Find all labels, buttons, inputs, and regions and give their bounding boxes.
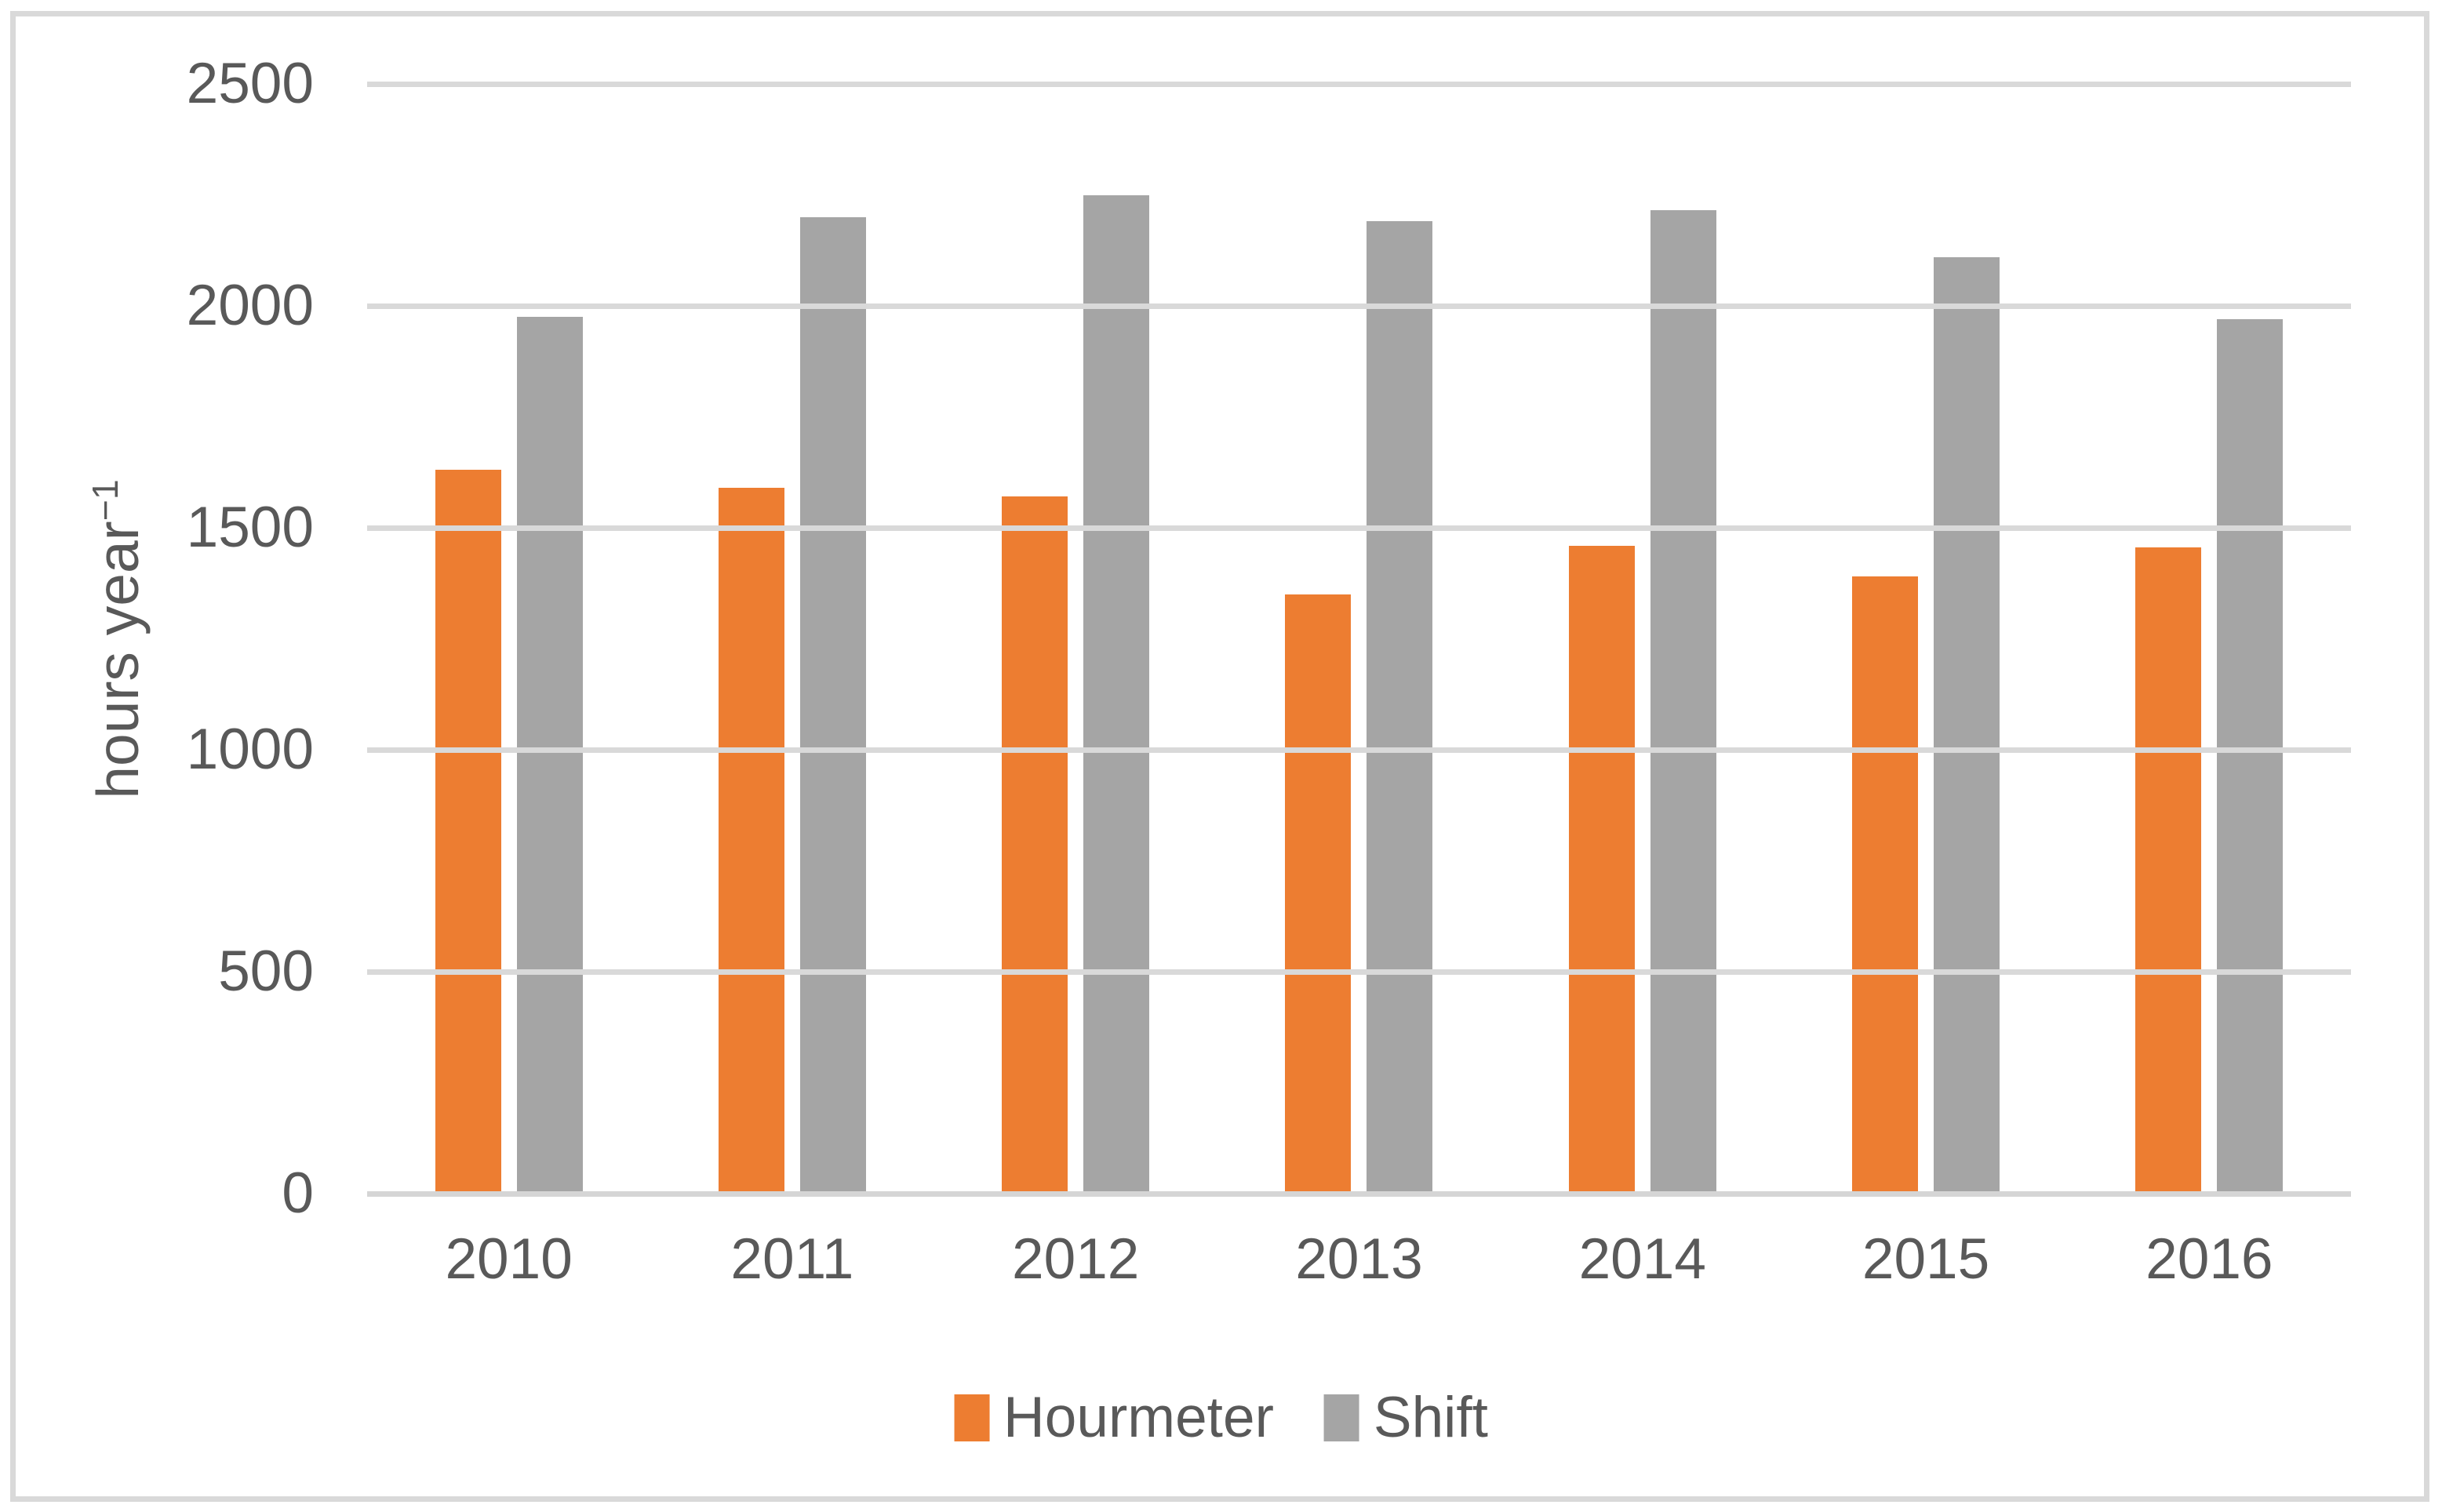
bar-group-2012 <box>934 84 1217 1194</box>
bar-shift-2016 <box>2217 318 2284 1194</box>
y-tick-label-500: 500 <box>218 940 314 1003</box>
gridline-2000 <box>367 303 2351 309</box>
x-tick-label-2015: 2015 <box>1862 1227 1990 1291</box>
bar-hourmeter-2013 <box>1285 594 1352 1194</box>
bar-hourmeter-2015 <box>1852 576 1919 1194</box>
y-tick-label-2500: 2500 <box>186 52 314 115</box>
bar-groups <box>367 84 2351 1194</box>
bar-hourmeter-2010 <box>435 470 501 1194</box>
y-tick-label-2000: 2000 <box>186 274 314 337</box>
legend-swatch-hourmeter <box>954 1394 990 1441</box>
bar-hourmeter-2012 <box>1002 496 1068 1194</box>
legend-label-hourmeter: Hourmeter <box>1003 1386 1274 1449</box>
bar-shift-2010 <box>516 317 583 1194</box>
y-tick-label-0: 0 <box>282 1161 314 1225</box>
bar-shift-2015 <box>1934 256 2000 1194</box>
x-tick-label-2014: 2014 <box>1578 1227 1706 1291</box>
legend: Hourmeter Shift <box>954 1387 1488 1449</box>
legend-label-shift: Shift <box>1373 1386 1488 1449</box>
gridline-1000 <box>367 747 2351 753</box>
x-tick-label-2016: 2016 <box>2145 1227 2273 1291</box>
x-axis-tick-labels: 2010 2011 2012 2013 2014 2015 2016 <box>367 1220 2351 1299</box>
gridline-2500 <box>367 81 2351 87</box>
x-axis-line <box>367 1190 2351 1197</box>
bar-hourmeter-2011 <box>718 488 784 1194</box>
y-tick-label-1000: 1000 <box>186 718 314 781</box>
bar-group-2011 <box>650 84 933 1194</box>
y-tick-label-1500: 1500 <box>186 496 314 559</box>
bar-group-2015 <box>1784 84 2067 1194</box>
bar-hourmeter-2014 <box>1568 545 1635 1194</box>
legend-swatch-shift <box>1323 1394 1359 1441</box>
x-tick-label-2013: 2013 <box>1295 1227 1423 1291</box>
bar-group-2013 <box>1217 84 1501 1194</box>
bar-group-2010 <box>367 84 650 1194</box>
gridline-500 <box>367 969 2351 975</box>
plot-area <box>367 81 2351 1197</box>
legend-item-hourmeter: Hourmeter <box>954 1387 1274 1449</box>
gridline-1500 <box>367 525 2351 531</box>
bar-shift-2011 <box>799 216 866 1194</box>
y-axis-tick-labels: 0 500 1000 1500 2000 2500 <box>0 53 314 1225</box>
x-tick-label-2011: 2011 <box>730 1227 854 1291</box>
x-tick-label-2012: 2012 <box>1012 1227 1140 1291</box>
bar-shift-2014 <box>1650 210 1716 1194</box>
bar-shift-2012 <box>1083 194 1150 1194</box>
legend-item-shift: Shift <box>1323 1386 1488 1449</box>
bar-hourmeter-2016 <box>2135 547 2202 1194</box>
bar-group-2014 <box>1501 84 1784 1194</box>
chart-outer-border <box>10 11 2429 1502</box>
x-tick-label-2010: 2010 <box>445 1227 573 1291</box>
bar-shift-2013 <box>1367 221 1433 1194</box>
bar-group-2016 <box>2068 84 2351 1194</box>
